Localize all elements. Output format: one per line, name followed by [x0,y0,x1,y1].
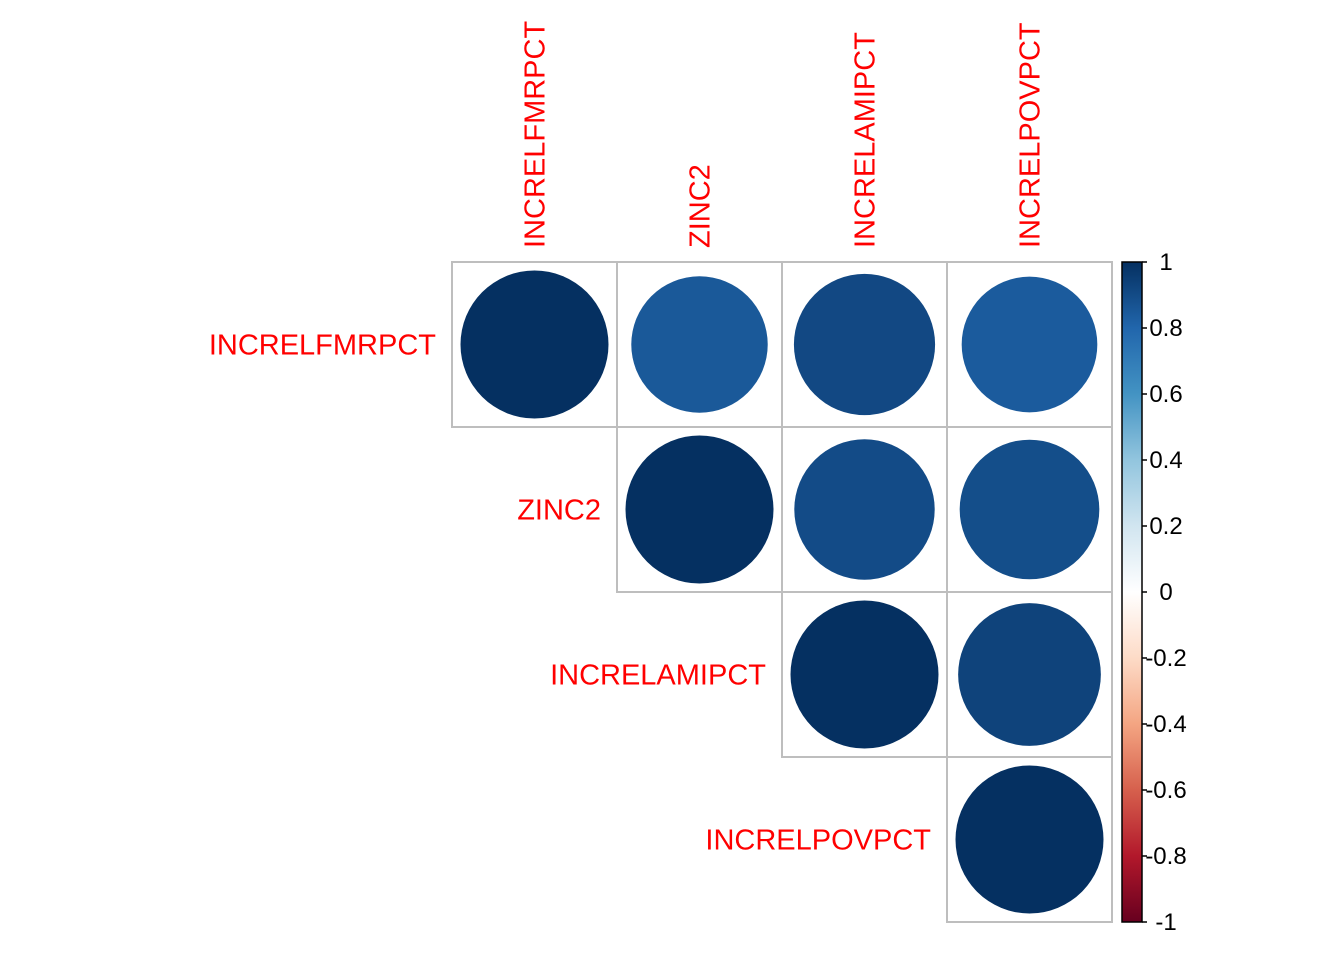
colorbar-tick-label: 0.4 [1149,447,1182,474]
colorbar-tick-label: 0.2 [1149,513,1182,540]
colorbar-tick-label: -0.2 [1145,645,1186,672]
cell-INCRELPOVPCT-INCRELPOVPCT [946,756,1113,923]
colorbar-tick-label: -1 [1155,909,1176,936]
colorbar-tick-label: -0.6 [1145,777,1186,804]
correlation-circle [959,439,1100,580]
colorbar-tick-label: 0.8 [1149,315,1182,342]
column-label-INCRELPOVPCT: INCRELPOVPCT [1015,22,1047,248]
cell-border [946,756,1113,923]
colorbar-tick-label: 0 [1159,579,1172,606]
cell-INCRELAMIPCT-INCRELAMIPCT [781,591,948,758]
correlation-circle [790,600,939,749]
correlation-circle [793,273,936,416]
correlation-circle [961,276,1098,413]
row-label-INCRELAMIPCT: INCRELAMIPCT [550,660,766,692]
cell-INCRELFMRPCT-INCRELFMRPCT [451,261,618,428]
cell-ZINC2-INCRELPOVPCT [946,426,1113,593]
row-label-INCRELPOVPCT: INCRELPOVPCT [705,825,931,857]
column-label-INCRELAMIPCT: INCRELAMIPCT [850,32,882,248]
colorbar-tick-label: -0.8 [1145,843,1186,870]
colorbar: 1 0.8 0.6 0.4 0.2 0 -0.2 -0.4 -0.6 -0.8 -1 [1121,249,1187,936]
cell-INCRELFMRPCT-INCRELAMIPCT [781,261,948,428]
cell-ZINC2-INCRELAMIPCT [781,426,948,593]
cell-INCRELAMIPCT-INCRELPOVPCT [946,591,1113,758]
correlation-circle [958,603,1101,746]
column-label-ZINC2: ZINC2 [685,164,717,248]
colorbar-tick-label: 0.6 [1149,381,1182,408]
column-label-INCRELFMRPCT: INCRELFMRPCT [520,21,552,248]
row-label-INCRELFMRPCT: INCRELFMRPCT [209,330,436,362]
cell-INCRELFMRPCT-ZINC2 [616,261,783,428]
colorbar-tick-label: -0.4 [1145,711,1186,738]
correlation-circle [955,765,1104,914]
correlation-circle [460,270,609,419]
cell-INCRELFMRPCT-INCRELPOVPCT [946,261,1113,428]
correlation-circle [794,439,935,580]
cells-layer [451,261,1113,923]
column-labels: INCRELFMRPCT ZINC2 INCRELAMIPCT INCRELPOVPC… [520,21,1047,248]
colorbar-gradient [1121,261,1143,923]
correlation-circle [625,435,774,584]
colorbar-tick-label: 1 [1159,249,1172,276]
row-labels: INCRELFMRPCT ZINC2 INCRELAMIPCT INCRELPOVPC… [209,330,931,857]
cell-ZINC2-ZINC2 [616,426,783,593]
row-label-ZINC2: ZINC2 [517,495,601,527]
correlation-circle [631,276,768,413]
